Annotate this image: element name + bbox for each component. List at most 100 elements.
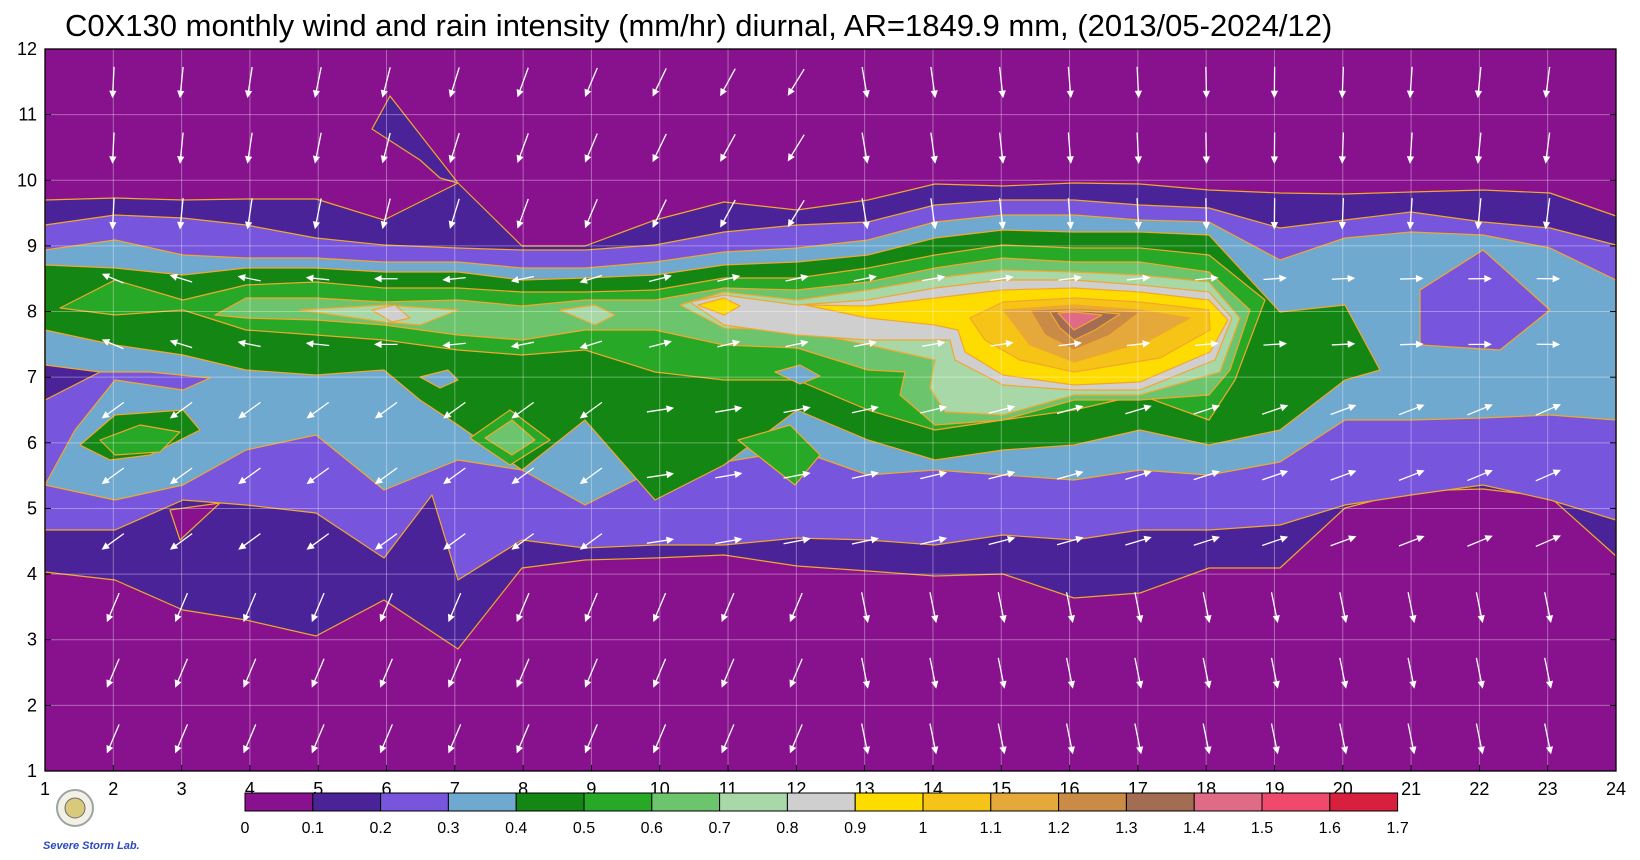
wind-arrow-head bbox=[1143, 535, 1152, 543]
contour-band-0.5-island-a bbox=[99, 424, 181, 456]
colorbar-swatch bbox=[1058, 792, 1127, 812]
wind-arrow-head bbox=[448, 154, 456, 164]
wind-arrow-head bbox=[787, 153, 795, 162]
x-tick-label: 6 bbox=[382, 779, 392, 799]
wind-arrow-head bbox=[1007, 470, 1016, 478]
wind-arrow-head bbox=[1142, 340, 1151, 348]
logo-seal-inner bbox=[64, 797, 86, 819]
y-tick-label: 12 bbox=[17, 39, 37, 59]
wind-arrow-head bbox=[1338, 156, 1347, 164]
wind-arrow-head bbox=[516, 745, 524, 754]
wind-arrow-head bbox=[1202, 221, 1210, 230]
wind-arrow-head bbox=[862, 614, 871, 624]
wind-arrow-head bbox=[1474, 90, 1483, 99]
wind-arrow-head bbox=[238, 476, 247, 485]
wind-arrow-head bbox=[311, 679, 319, 688]
wind-arrow-head bbox=[1409, 614, 1417, 624]
wind-arrow-head bbox=[1270, 222, 1279, 230]
wind-arrow-head bbox=[374, 411, 384, 419]
y-tick-label: 5 bbox=[27, 498, 37, 518]
y-tick-label: 10 bbox=[17, 170, 37, 190]
contour-band-0.6-island bbox=[484, 419, 536, 456]
colorbar-label: 0.5 bbox=[573, 820, 595, 837]
wind-arrow-head bbox=[1075, 535, 1084, 543]
contour-band-0.1-island bbox=[371, 95, 459, 184]
wind-arrow-head bbox=[789, 745, 797, 754]
y-tick-label: 4 bbox=[27, 564, 37, 584]
contour-fills bbox=[44, 95, 1617, 650]
wind-arrow-head bbox=[1143, 470, 1152, 478]
wind-arrow-head bbox=[516, 613, 524, 623]
wind-arrow-head bbox=[511, 542, 520, 550]
colorbar-label: 0.1 bbox=[302, 820, 324, 837]
wind-arrow-head bbox=[999, 680, 1007, 689]
wind-arrow-head bbox=[447, 745, 455, 754]
wind-arrow-head bbox=[305, 340, 314, 348]
wind-arrow-head bbox=[1416, 404, 1425, 411]
colorbar-label: 0.2 bbox=[369, 820, 391, 837]
wind-arrow-head bbox=[652, 613, 660, 623]
wind-arrow-head bbox=[305, 274, 314, 282]
wind-arrow-head bbox=[169, 476, 179, 485]
wind-arrow-head bbox=[442, 275, 451, 283]
wind-arrow-head bbox=[862, 746, 871, 755]
wind-arrow-head bbox=[1073, 340, 1082, 348]
colorbar-swatch bbox=[719, 792, 788, 812]
wind-arrow-head bbox=[177, 221, 185, 230]
colorbar-label: 0.6 bbox=[641, 820, 663, 837]
colorbar-label: 0.8 bbox=[776, 820, 798, 837]
colorbar-label: 1.5 bbox=[1251, 820, 1273, 837]
wind-arrow-head bbox=[1136, 746, 1144, 755]
wind-arrow-head bbox=[1272, 746, 1280, 755]
colorbar-label: 0.3 bbox=[437, 820, 459, 837]
wind-arrow-head bbox=[1211, 535, 1220, 543]
wind-arrow-head bbox=[312, 221, 321, 230]
wind-arrow-head bbox=[311, 745, 319, 754]
colorbar-swatch bbox=[1261, 792, 1331, 812]
wind-arrow-head bbox=[1484, 403, 1493, 411]
wind-arrow-head bbox=[789, 613, 797, 623]
wind-arrow-head bbox=[177, 90, 185, 99]
wind-arrow-head bbox=[379, 679, 387, 688]
wind-arrow-head bbox=[870, 470, 879, 478]
wind-arrow-head bbox=[379, 745, 387, 754]
wind-arrow-head bbox=[1484, 535, 1493, 543]
wind-arrow-head bbox=[1210, 274, 1219, 282]
wind-arrow-head bbox=[721, 679, 728, 688]
wind-arrow-head bbox=[169, 339, 178, 347]
wind-arrow-head bbox=[1279, 404, 1289, 412]
colorbar-label: 1.6 bbox=[1319, 820, 1341, 837]
wind-arrow-head bbox=[938, 470, 948, 478]
wind-arrow-head bbox=[998, 221, 1006, 230]
wind-arrow-head bbox=[374, 275, 382, 283]
wind-arrow-head bbox=[579, 476, 588, 485]
wind-arrow-head bbox=[652, 153, 660, 163]
wind-arrow-head bbox=[579, 342, 588, 350]
contour-band-1.4 bbox=[1057, 311, 1103, 331]
wind-arrow-head bbox=[169, 273, 178, 281]
contour-band-0.9 bbox=[697, 297, 741, 316]
wind-arrows bbox=[101, 66, 1561, 755]
wind-arrow-head bbox=[238, 542, 247, 550]
wind-arrow-head bbox=[732, 274, 741, 282]
wind-arrow-head bbox=[1075, 470, 1084, 478]
wind-arrow-head bbox=[237, 339, 246, 347]
wind-arrow-head bbox=[243, 613, 250, 623]
wind-arrow-head bbox=[516, 220, 524, 229]
wind-arrow-head bbox=[1347, 274, 1356, 283]
wind-arrow-head bbox=[1484, 275, 1492, 283]
contour-band-0.2-right bbox=[1419, 249, 1551, 351]
wind-arrow-head bbox=[1073, 274, 1082, 282]
wind-arrow-head bbox=[787, 87, 795, 96]
wind-arrow-head bbox=[1340, 746, 1349, 755]
colorbar-label: 1 bbox=[919, 820, 928, 837]
wind-arrow-head bbox=[516, 88, 524, 98]
colorbar-label: 1.3 bbox=[1115, 820, 1137, 837]
wind-arrow-head bbox=[174, 679, 182, 688]
wind-arrow-head bbox=[1409, 680, 1417, 689]
wind-arrow-head bbox=[174, 613, 182, 623]
wind-arrow-head bbox=[243, 745, 250, 754]
wind-arrow-head bbox=[1136, 680, 1144, 689]
wind-arrow-head bbox=[734, 470, 743, 479]
wind-arrow-head bbox=[1067, 680, 1075, 689]
